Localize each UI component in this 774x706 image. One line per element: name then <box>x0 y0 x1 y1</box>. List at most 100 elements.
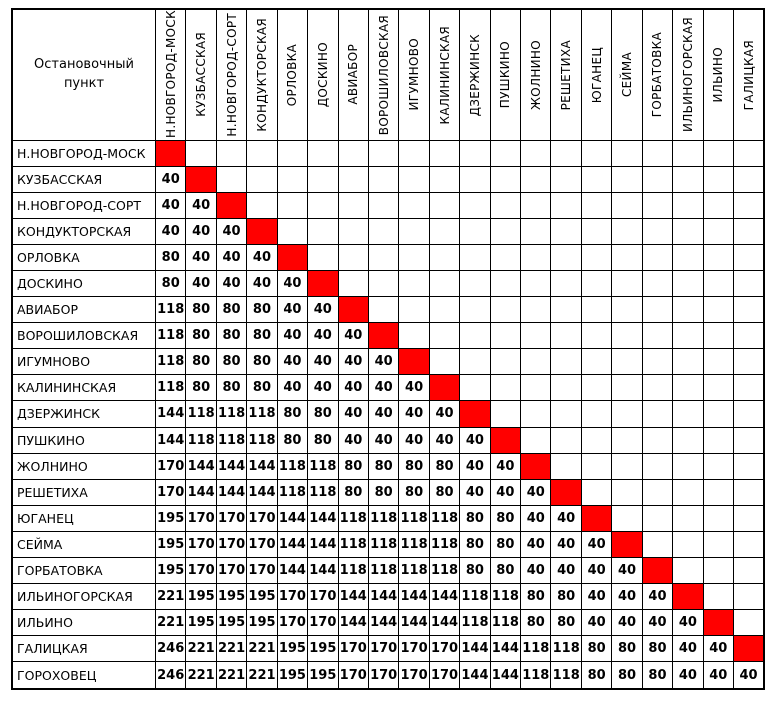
diagonal-cell <box>580 504 613 532</box>
empty-cell <box>520 217 552 245</box>
empty-cell <box>641 452 674 480</box>
empty-cell <box>550 374 582 402</box>
fare-cell: 144 <box>428 609 461 637</box>
empty-cell <box>246 165 278 193</box>
table-row: ГОРБАТОВКА 195 170 170 170 144 144 118 118 118 118… <box>11 556 765 585</box>
fare-cell: 40 <box>276 296 309 324</box>
empty-cell <box>489 296 522 324</box>
column-header-label: ЖОЛНИНО <box>528 39 543 110</box>
empty-cell <box>550 348 582 376</box>
empty-cell <box>489 243 522 271</box>
fare-cell: 40 <box>398 426 430 454</box>
fare-cell: 170 <box>367 661 400 690</box>
fare-cell: 40 <box>246 243 278 271</box>
empty-cell <box>398 269 430 298</box>
fare-cell: 80 <box>337 478 369 506</box>
empty-cell <box>367 165 400 193</box>
column-header: ГАЛИЦКАЯ <box>733 8 765 141</box>
empty-cell <box>459 191 491 219</box>
row-label: ГАЛИЦКАЯ <box>11 635 156 663</box>
fare-cell: 144 <box>428 583 461 611</box>
fare-cell: 40 <box>550 530 582 559</box>
diagonal-cell <box>641 556 674 585</box>
fare-cell: 118 <box>337 530 369 559</box>
empty-cell <box>702 504 735 532</box>
fare-cell: 170 <box>276 609 309 637</box>
column-header: КОНДУКТОРСКАЯ <box>246 8 278 141</box>
empty-cell <box>520 165 552 193</box>
empty-cell <box>520 400 552 428</box>
diagonal-cell <box>154 139 187 167</box>
diagonal-cell <box>520 452 552 480</box>
empty-cell <box>702 426 735 454</box>
empty-cell <box>672 296 704 324</box>
empty-cell <box>428 243 461 271</box>
empty-cell <box>733 374 765 402</box>
fare-cell: 80 <box>307 426 339 454</box>
fare-cell: 40 <box>672 609 704 637</box>
fare-table-body: Н.НОВГОРОД-МОСК КУЗБАССКАЯ 40 Н.НОВГОРОД-СО… <box>11 139 765 690</box>
diagonal-cell <box>185 165 217 193</box>
column-header-label: ПУШКИНО <box>498 41 513 109</box>
empty-cell <box>611 217 643 245</box>
empty-cell <box>550 269 582 298</box>
fare-cell: 118 <box>185 426 217 454</box>
empty-cell <box>489 374 522 402</box>
row-label: ЮГАНЕЦ <box>11 504 156 532</box>
empty-cell <box>520 243 552 271</box>
column-header: ПУШКИНО <box>489 8 522 141</box>
fare-cell: 118 <box>428 556 461 585</box>
empty-cell <box>428 322 461 350</box>
column-header-label: Н.НОВГОРОД-СОРТ <box>224 12 239 137</box>
table-row: ДЗЕРЖИНСК 144 118 118 118 80 80 40 40 40 40 <box>11 400 765 428</box>
empty-cell <box>733 530 765 559</box>
fare-cell: 170 <box>185 556 217 585</box>
empty-cell <box>641 530 674 559</box>
fare-cell: 144 <box>367 583 400 611</box>
fare-cell: 80 <box>580 635 613 663</box>
table-row: Н.НОВГОРОД-СОРТ 40 40 <box>11 191 765 219</box>
fare-cell: 80 <box>246 374 278 402</box>
fare-cell: 195 <box>185 583 217 611</box>
empty-cell <box>428 165 461 193</box>
fare-cell: 40 <box>367 348 400 376</box>
column-header-label: ГОРБАТОВКА <box>650 32 665 118</box>
fare-cell: 144 <box>185 452 217 480</box>
fare-cell: 221 <box>215 661 248 690</box>
empty-cell <box>641 504 674 532</box>
fare-cell: 118 <box>520 661 552 690</box>
fare-cell: 40 <box>611 583 643 611</box>
empty-cell <box>611 504 643 532</box>
fare-cell: 40 <box>185 191 217 219</box>
column-header: КУЗБАССКАЯ <box>185 8 217 141</box>
fare-cell: 40 <box>641 583 674 611</box>
fare-cell: 40 <box>580 530 613 559</box>
empty-cell <box>733 583 765 611</box>
fare-cell: 80 <box>428 452 461 480</box>
empty-cell <box>520 348 552 376</box>
fare-cell: 40 <box>611 609 643 637</box>
empty-cell <box>246 191 278 219</box>
fare-cell: 118 <box>246 400 278 428</box>
diagonal-cell <box>307 269 339 298</box>
fare-cell: 118 <box>307 478 339 506</box>
fare-cell: 80 <box>307 400 339 428</box>
fare-cell: 221 <box>154 583 187 611</box>
empty-cell <box>641 374 674 402</box>
empty-cell <box>611 191 643 219</box>
empty-cell <box>215 139 248 167</box>
fare-cell: 195 <box>276 661 309 690</box>
fare-cell: 40 <box>215 217 248 245</box>
fare-cell: 170 <box>246 530 278 559</box>
empty-cell <box>550 217 582 245</box>
fare-cell: 40 <box>276 348 309 376</box>
empty-cell <box>702 296 735 324</box>
empty-cell <box>733 243 765 271</box>
diagonal-cell <box>398 348 430 376</box>
empty-cell <box>398 165 430 193</box>
empty-cell <box>580 139 613 167</box>
fare-cell: 170 <box>428 635 461 663</box>
fare-cell: 80 <box>398 478 430 506</box>
fare-cell: 144 <box>307 504 339 532</box>
column-header-label: АВИАБОР <box>346 44 361 106</box>
